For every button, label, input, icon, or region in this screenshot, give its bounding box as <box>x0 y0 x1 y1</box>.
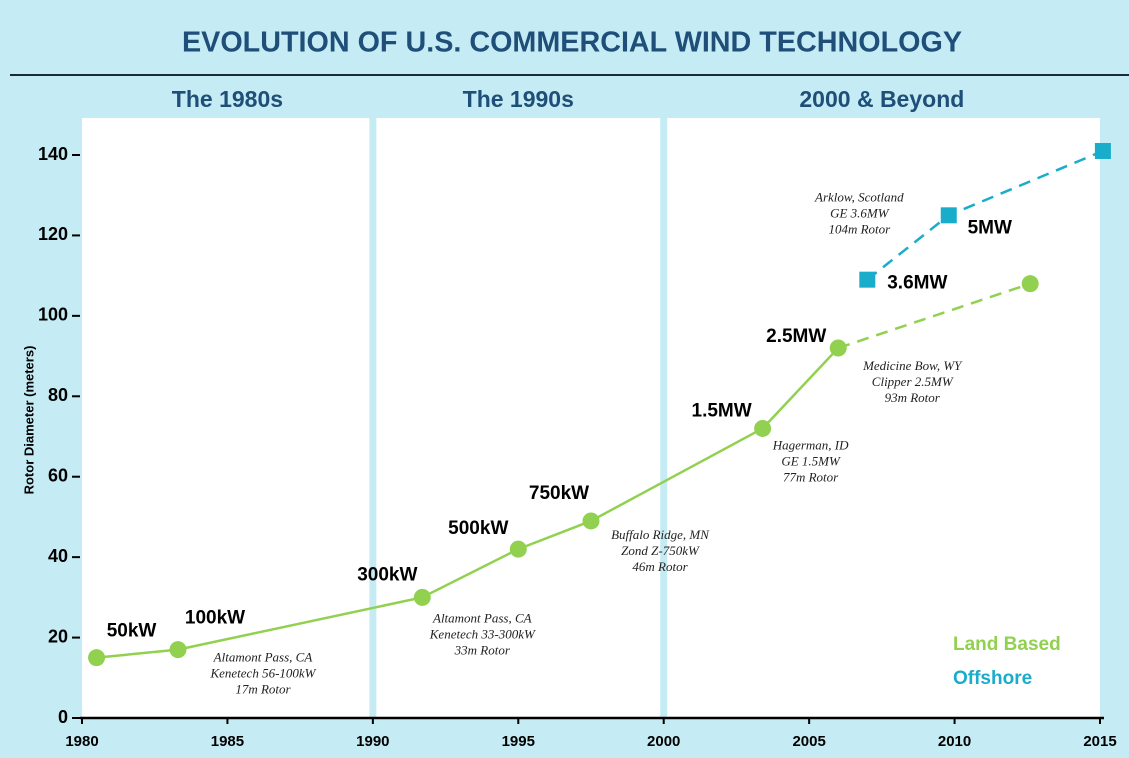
y-tick-label: 20 <box>48 626 68 646</box>
annotation: Zond Z-750kW <box>621 543 700 558</box>
era-header: The 1990s <box>463 86 574 112</box>
x-tick-label: 2000 <box>647 733 680 750</box>
point <box>509 540 527 558</box>
point-label: 5MW <box>968 217 1012 238</box>
y-axis-label: Rotor Diameter (meters) <box>21 346 36 495</box>
era-panel <box>667 118 1100 718</box>
legend-entry: Offshore <box>953 668 1032 689</box>
point-label: 750kW <box>529 483 589 504</box>
annotation: Kenetech 33-300kW <box>429 626 536 641</box>
y-tick-label: 140 <box>38 144 68 164</box>
point <box>859 271 876 288</box>
y-tick-label: 0 <box>58 707 68 727</box>
point-label: 50kW <box>107 621 157 642</box>
point <box>1094 142 1111 159</box>
y-tick-label: 60 <box>48 465 68 485</box>
y-tick-label: 80 <box>48 385 68 405</box>
point-label: 2.5MW <box>766 326 826 347</box>
annotation: Buffalo Ridge, MN <box>611 527 710 542</box>
point <box>940 207 957 224</box>
annotation: 33m Rotor <box>454 642 511 657</box>
annotation: Altamont Pass, CA <box>432 610 532 625</box>
point <box>88 649 106 667</box>
annotation: Arklow, Scotland <box>814 190 904 205</box>
x-tick-label: 1980 <box>65 733 98 750</box>
legend-entry: Land Based <box>953 634 1061 655</box>
era-header: 2000 & Beyond <box>799 86 964 112</box>
era-panel <box>376 118 661 718</box>
x-tick-label: 1995 <box>502 733 535 750</box>
point <box>582 512 600 530</box>
point <box>829 339 847 357</box>
point <box>754 419 772 437</box>
annotation: Kenetech 56-100kW <box>209 666 316 681</box>
x-tick-label: 2010 <box>938 733 971 750</box>
annotation: 104m Rotor <box>828 222 891 237</box>
annotation: 93m Rotor <box>885 390 941 405</box>
annotation: Altamont Pass, CA <box>213 650 313 665</box>
era-header: The 1980s <box>172 86 283 112</box>
x-tick-label: 2015 <box>1083 733 1116 750</box>
point-label: 100kW <box>185 608 245 629</box>
y-tick-label: 100 <box>38 305 68 325</box>
point <box>1021 275 1039 293</box>
y-tick-label: 120 <box>38 224 68 244</box>
line-dashed <box>837 282 1031 350</box>
annotation: 17m Rotor <box>235 682 291 697</box>
y-tick-label: 40 <box>48 546 68 566</box>
point <box>413 588 431 606</box>
annotation: 77m Rotor <box>783 469 839 484</box>
annotation: 46m Rotor <box>632 559 688 574</box>
point-label: 300kW <box>357 564 417 585</box>
chart-title: EVOLUTION OF U.S. COMMERCIAL WIND TECHNO… <box>182 27 962 59</box>
annotation: GE 1.5MW <box>781 453 841 468</box>
point <box>169 641 187 659</box>
x-tick-label: 2005 <box>792 733 825 750</box>
point-label: 500kW <box>448 518 508 539</box>
x-tick-label: 1990 <box>356 733 389 750</box>
annotation: Hagerman, ID <box>772 437 849 452</box>
point-label: 3.6MW <box>887 273 947 294</box>
annotation: GE 3.6MW <box>830 206 890 221</box>
x-tick-label: 1985 <box>211 733 244 750</box>
annotation: Clipper 2.5MW <box>872 374 954 389</box>
annotation: Medicine Bow, WY <box>862 358 963 373</box>
point-label: 1.5MW <box>692 400 752 421</box>
